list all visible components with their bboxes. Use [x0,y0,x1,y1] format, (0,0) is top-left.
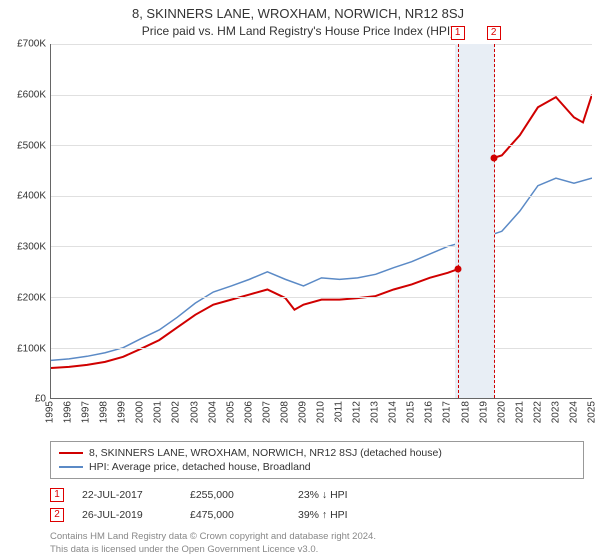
x-tick-label: 2012 [352,401,363,423]
legend-label: 8, SKINNERS LANE, WROXHAM, NORWICH, NR12… [89,447,442,459]
legend-item: HPI: Average price, detached house, Broa… [59,460,575,474]
x-tick-label: 2004 [207,401,218,423]
x-tick-label: 2009 [297,401,308,423]
footer-line1: Contains HM Land Registry data © Crown c… [50,531,584,543]
y-axis: £0£100K£200K£300K£400K£500K£600K£700K [4,44,50,399]
y-tick-label: £300K [17,242,46,253]
transaction-price: £475,000 [190,509,280,521]
transaction-price: £255,000 [190,489,280,501]
y-tick-label: £700K [17,39,46,50]
x-tick-label: 1995 [45,401,56,423]
y-tick-label: £400K [17,191,46,202]
highlight-band [455,44,495,398]
x-tick-label: 2017 [442,401,453,423]
x-tick-label: 2010 [316,401,327,423]
gridline [51,44,592,45]
line-svg [51,44,592,398]
x-tick-label: 2022 [532,401,543,423]
legend-swatch [59,452,83,454]
data-point [454,266,461,273]
series-line-hpi [51,178,592,360]
gridline [51,145,592,146]
x-tick-label: 2000 [135,401,146,423]
x-tick-label: 2024 [568,401,579,423]
gridline [51,348,592,349]
x-axis: 1995199619971998199920002001200220032004… [50,399,592,437]
transactions-table: 1 22-JUL-2017 £255,000 23% ↓ HPI 2 26-JUL-201… [50,485,584,525]
x-tick-label: 2003 [189,401,200,423]
transaction-delta: 39% ↑ HPI [298,509,388,521]
x-tick-label: 1996 [63,401,74,423]
x-tick-label: 2007 [261,401,272,423]
series-line-property [51,95,592,368]
x-tick-label: 2025 [587,401,598,423]
legend: 8, SKINNERS LANE, WROXHAM, NORWICH, NR12… [50,441,584,479]
transaction-index: 1 [50,488,64,502]
transaction-date: 22-JUL-2017 [82,489,172,501]
y-tick-label: £600K [17,89,46,100]
y-tick-label: £500K [17,140,46,151]
chart-subtitle: Price paid vs. HM Land Registry's House … [4,23,592,44]
x-tick-label: 2013 [370,401,381,423]
gridline [51,196,592,197]
x-tick-label: 2005 [225,401,236,423]
x-tick-label: 1999 [117,401,128,423]
x-tick-label: 1998 [99,401,110,423]
y-tick-label: £200K [17,292,46,303]
plot-area: 12 [50,44,592,399]
x-tick-label: 2023 [550,401,561,423]
x-tick-label: 2019 [478,401,489,423]
x-tick-label: 2021 [514,401,525,423]
chart-container: 8, SKINNERS LANE, WROXHAM, NORWICH, NR12… [0,0,600,560]
gridline [51,246,592,247]
legend-swatch [59,466,83,468]
x-tick-label: 2002 [171,401,182,423]
x-tick-label: 2016 [424,401,435,423]
transaction-row: 1 22-JUL-2017 £255,000 23% ↓ HPI [50,485,584,505]
footer: Contains HM Land Registry data © Crown c… [50,531,584,556]
transaction-date: 26-JUL-2019 [82,509,172,521]
transaction-index: 2 [50,508,64,522]
data-point [490,154,497,161]
x-tick-label: 2015 [406,401,417,423]
x-tick-label: 2020 [496,401,507,423]
x-tick-label: 2011 [334,401,345,423]
vertical-line [494,44,495,398]
gridline [51,95,592,96]
transaction-delta: 23% ↓ HPI [298,489,388,501]
vertical-line [458,44,459,398]
marker-box: 1 [451,26,465,40]
chart-area: £0£100K£200K£300K£400K£500K£600K£700K 12 [4,44,592,399]
chart-title: 8, SKINNERS LANE, WROXHAM, NORWICH, NR12… [4,4,592,23]
legend-item: 8, SKINNERS LANE, WROXHAM, NORWICH, NR12… [59,446,575,460]
x-tick-label: 2018 [460,401,471,423]
x-tick-label: 2014 [388,401,399,423]
y-tick-label: £100K [17,343,46,354]
x-tick-label: 2006 [243,401,254,423]
transaction-row: 2 26-JUL-2019 £475,000 39% ↑ HPI [50,505,584,525]
legend-label: HPI: Average price, detached house, Broa… [89,461,311,473]
x-tick-label: 1997 [81,401,92,423]
footer-line2: This data is licensed under the Open Gov… [50,544,584,556]
x-tick-label: 2008 [279,401,290,423]
x-tick-label: 2001 [153,401,164,423]
marker-box: 2 [487,26,501,40]
gridline [51,297,592,298]
